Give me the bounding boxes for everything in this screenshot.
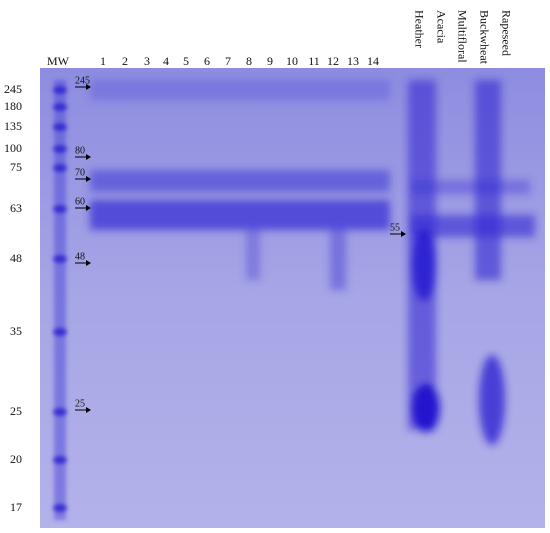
arrow-head bbox=[86, 176, 91, 182]
lane-number: 7 bbox=[225, 54, 231, 68]
lane-number: 13 bbox=[347, 54, 359, 68]
lane-number: 2 bbox=[122, 54, 128, 68]
arrow-head bbox=[86, 154, 91, 160]
arrow-label: 60 bbox=[75, 196, 85, 207]
arrow-head bbox=[86, 205, 91, 211]
lane-number: 6 bbox=[204, 54, 210, 68]
marker-size: 135 bbox=[4, 119, 22, 133]
arrow-label: 245 bbox=[75, 75, 90, 86]
bands bbox=[90, 80, 535, 445]
lane-number: 9 bbox=[267, 54, 273, 68]
honey-lane: Buckwheat bbox=[477, 10, 491, 65]
arrow-label: 55 bbox=[390, 222, 400, 233]
gel bbox=[40, 68, 545, 528]
marker-size: 25 bbox=[10, 404, 22, 418]
marker-size: 63 bbox=[10, 201, 22, 215]
lane-number: 10 bbox=[286, 54, 298, 68]
arrow-label: 25 bbox=[75, 398, 85, 409]
lane-number: 5 bbox=[183, 54, 189, 68]
lane-number: 11 bbox=[308, 54, 320, 68]
honey-lane: Rapeseed bbox=[499, 10, 513, 56]
marker-size: 20 bbox=[10, 452, 22, 466]
marker-size: 100 bbox=[4, 141, 22, 155]
arrow-head bbox=[86, 407, 91, 413]
marker-size: 245 bbox=[4, 82, 22, 96]
lane-number: 14 bbox=[367, 54, 379, 68]
lane-number: 4 bbox=[163, 54, 169, 68]
marker-lane bbox=[53, 80, 67, 520]
arrow-head bbox=[401, 231, 406, 237]
lane-number: 1 bbox=[100, 54, 106, 68]
arrow-head bbox=[86, 260, 91, 266]
lane-number: 3 bbox=[144, 54, 150, 68]
marker-header: MW bbox=[47, 54, 70, 68]
honey-lane: Acacia bbox=[434, 10, 448, 44]
lane-number: 8 bbox=[246, 54, 252, 68]
arrow-label: 48 bbox=[75, 251, 85, 262]
arrow-label: 80 bbox=[75, 145, 85, 156]
arrow-head bbox=[86, 84, 91, 90]
marker-size: 35 bbox=[10, 324, 22, 338]
marker-size: 17 bbox=[10, 500, 22, 514]
marker-size: 180 bbox=[4, 99, 22, 113]
honey-lane: Heather bbox=[412, 10, 426, 48]
marker-size: 48 bbox=[10, 251, 22, 265]
marker-size: 75 bbox=[10, 160, 22, 174]
arrow-label: 70 bbox=[75, 167, 85, 178]
honey-lane: Multifloral bbox=[455, 10, 469, 63]
marker-smear bbox=[54, 80, 66, 520]
lane-number: 12 bbox=[327, 54, 339, 68]
